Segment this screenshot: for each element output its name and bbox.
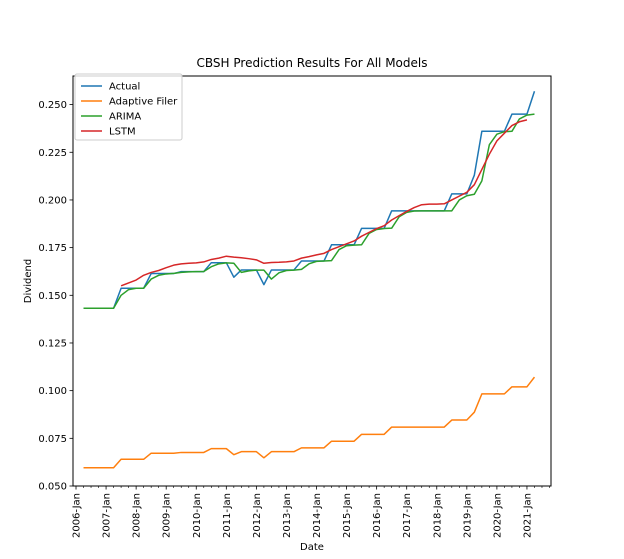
series-line-arima — [83, 113, 535, 310]
legend-label: Actual — [109, 82, 140, 93]
x-tick-label: 2008-Jan — [132, 493, 143, 538]
x-tick-label: 2007-Jan — [102, 493, 113, 538]
x-tick-label: 2016-Jan — [372, 493, 383, 538]
x-tick-label: 2006-Jan — [72, 493, 83, 538]
x-tick-label: 2009-Jan — [162, 493, 173, 538]
legend-label: LSTM — [109, 127, 136, 138]
x-tick-label: 2020-Jan — [492, 493, 503, 538]
x-tick-label: 2017-Jan — [402, 493, 413, 538]
x-tick-label: 2012-Jan — [252, 493, 263, 538]
y-axis: 0.050 0.075 0.100 0.125 0.150 0.175 0.200 0.225… — [38, 100, 73, 493]
x-tick-label: 2018-Jan — [432, 493, 443, 538]
x-tick-label: 2015-Jan — [342, 493, 353, 538]
y-tick-label: 0.250 — [38, 100, 67, 111]
x-tick-label: 2021-Jan — [522, 493, 533, 538]
x-axis: 2006-Jan 2007-Jan 2008-Jan 2009-Jan 2010-Jan… — [72, 486, 550, 538]
y-tick-label: 0.075 — [38, 434, 67, 445]
x-tick-label: 2011-Jan — [222, 493, 233, 538]
x-tick-label: 2019-Jan — [462, 493, 473, 538]
y-tick-label: 0.100 — [38, 386, 67, 397]
plot-area — [72, 75, 552, 487]
x-tick-label: 2014-Jan — [312, 493, 323, 538]
legend-box — [74, 73, 183, 141]
legend: Actual Adaptive Filer ARIMA LSTM — [74, 73, 183, 141]
series-layer — [83, 91, 536, 469]
legend-label: Adaptive Filer — [109, 97, 178, 108]
y-tick-label: 0.200 — [38, 195, 67, 206]
chart-title: CBSH Prediction Results For All Models — [197, 56, 428, 70]
series-line-lstm — [120, 119, 528, 287]
x-axis-label: Date — [300, 542, 324, 553]
y-axis-label: Dividend — [23, 259, 34, 303]
y-tick-label: 0.050 — [38, 482, 67, 493]
y-tick-label: 0.225 — [38, 148, 67, 159]
y-tick-label: 0.175 — [38, 243, 67, 254]
series-line-adaptive-filer — [83, 376, 536, 469]
x-tick-label: 2010-Jan — [192, 493, 203, 538]
legend-label: ARIMA — [109, 112, 141, 123]
x-tick-label: 2013-Jan — [282, 493, 293, 538]
y-tick-label: 0.125 — [38, 338, 67, 349]
series-line-actual — [83, 91, 536, 310]
y-tick-label: 0.150 — [38, 291, 67, 302]
